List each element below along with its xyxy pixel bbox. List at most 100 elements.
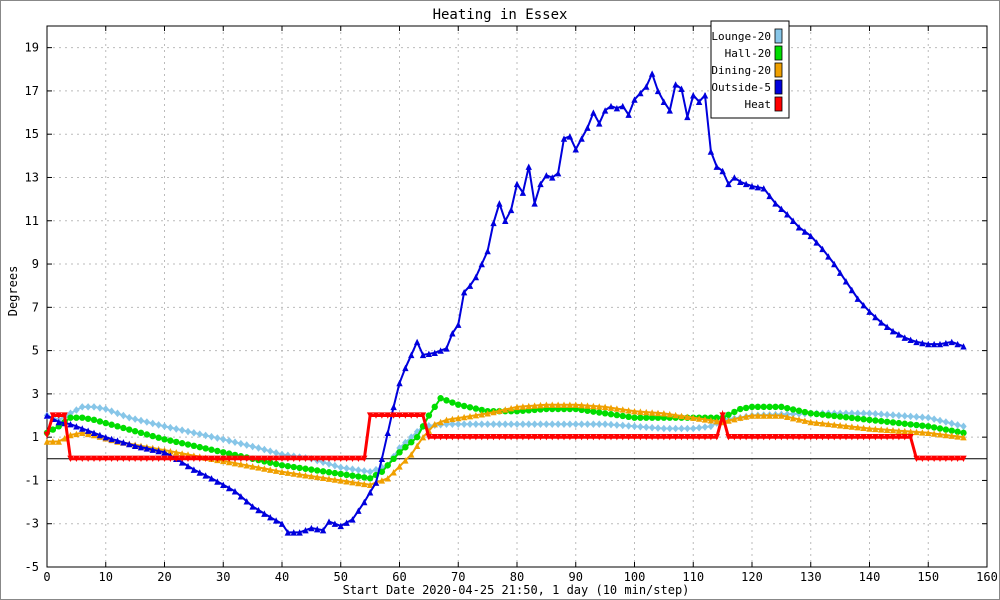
data-point xyxy=(161,449,168,456)
data-point xyxy=(748,412,756,419)
data-point xyxy=(531,420,538,428)
data-point xyxy=(284,462,292,470)
data-point xyxy=(384,462,391,469)
data-point xyxy=(690,92,697,99)
data-point xyxy=(131,415,139,423)
data-point xyxy=(449,420,456,428)
data-point xyxy=(778,433,785,441)
data-point xyxy=(460,420,468,428)
legend-swatch xyxy=(774,79,783,95)
data-point xyxy=(184,441,192,448)
data-point xyxy=(537,180,544,188)
data-point xyxy=(396,449,403,456)
data-point xyxy=(596,403,603,410)
data-point xyxy=(707,422,715,431)
data-point xyxy=(713,414,720,421)
data-point xyxy=(860,409,867,418)
data-point xyxy=(278,455,286,462)
data-point xyxy=(67,455,74,462)
data-point xyxy=(337,470,344,478)
data-point xyxy=(143,418,151,426)
data-point xyxy=(455,321,462,328)
x-tick-label: 60 xyxy=(392,570,406,584)
data-point xyxy=(472,273,480,281)
data-point xyxy=(525,163,532,170)
data-point xyxy=(930,340,938,348)
data-point xyxy=(355,455,362,462)
data-point xyxy=(366,481,374,488)
data-point xyxy=(478,411,485,418)
data-point xyxy=(343,464,350,473)
data-point xyxy=(108,421,115,428)
data-point xyxy=(243,498,250,505)
data-point xyxy=(84,455,92,462)
data-point xyxy=(795,433,803,441)
data-point xyxy=(560,420,568,428)
data-point xyxy=(413,433,421,441)
data-point xyxy=(948,427,955,434)
data-point xyxy=(948,338,955,346)
data-point xyxy=(90,455,98,462)
data-point xyxy=(819,433,826,441)
data-point xyxy=(766,403,773,411)
data-point xyxy=(302,527,309,534)
data-point xyxy=(878,417,885,425)
data-point xyxy=(666,433,673,441)
data-point xyxy=(178,426,186,435)
data-point xyxy=(942,431,950,439)
data-point xyxy=(513,420,521,428)
data-point xyxy=(725,417,732,424)
data-point xyxy=(848,433,856,441)
data-point xyxy=(789,433,797,441)
data-point xyxy=(819,245,826,253)
data-point xyxy=(754,184,762,191)
data-point xyxy=(120,411,127,420)
data-point xyxy=(96,431,104,439)
data-point xyxy=(490,420,497,428)
data-point xyxy=(601,420,609,428)
data-point xyxy=(449,415,456,423)
data-point xyxy=(678,412,685,420)
data-point xyxy=(419,351,427,359)
data-point xyxy=(631,422,638,431)
data-point xyxy=(795,224,803,231)
data-point xyxy=(842,414,850,421)
data-point xyxy=(314,525,321,533)
data-point xyxy=(519,433,527,441)
data-point xyxy=(220,435,227,444)
data-point xyxy=(314,467,321,474)
data-point xyxy=(613,421,621,429)
x-tick-label: 10 xyxy=(99,570,113,584)
x-tick-label: 0 xyxy=(43,570,50,584)
data-point xyxy=(866,409,873,418)
data-point xyxy=(654,424,662,432)
data-point xyxy=(67,414,74,421)
data-point xyxy=(578,135,585,142)
data-point xyxy=(466,282,474,289)
data-point xyxy=(731,408,738,416)
data-point xyxy=(737,405,744,413)
data-point xyxy=(79,425,86,432)
data-point xyxy=(766,192,773,200)
y-tick-label: 3 xyxy=(32,387,39,401)
data-point xyxy=(549,433,556,441)
data-point xyxy=(460,433,468,441)
data-point xyxy=(825,420,832,428)
data-point xyxy=(601,403,609,411)
data-point xyxy=(607,420,615,429)
data-point xyxy=(502,406,509,413)
data-point xyxy=(208,475,215,482)
data-point xyxy=(590,420,597,428)
chart-title: Heating in Essex xyxy=(433,7,568,23)
data-point xyxy=(184,427,192,436)
data-point xyxy=(907,412,914,421)
data-point xyxy=(143,445,151,452)
data-point xyxy=(748,182,756,190)
data-point xyxy=(408,433,415,441)
y-tick-label: 7 xyxy=(32,300,39,314)
data-point xyxy=(225,455,233,462)
data-point xyxy=(643,433,650,441)
data-point xyxy=(502,217,509,224)
data-point xyxy=(196,443,203,451)
data-point xyxy=(760,185,767,192)
